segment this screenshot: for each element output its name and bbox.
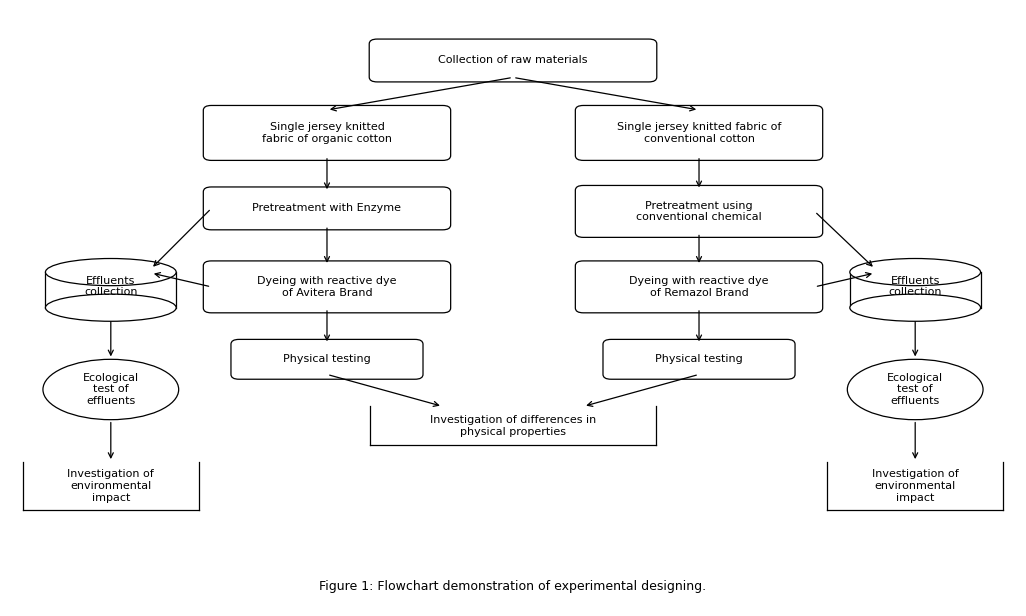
FancyBboxPatch shape: [203, 187, 450, 230]
Text: Ecological
test of
effluents: Ecological test of effluents: [83, 373, 139, 406]
Text: Collection of raw materials: Collection of raw materials: [438, 55, 588, 65]
FancyBboxPatch shape: [576, 105, 823, 160]
Text: Investigation of
environmental
impact: Investigation of environmental impact: [872, 469, 958, 503]
Ellipse shape: [45, 259, 176, 286]
Ellipse shape: [850, 259, 981, 286]
Text: Figure 1: Flowchart demonstration of experimental designing.: Figure 1: Flowchart demonstration of exp…: [319, 580, 707, 593]
FancyBboxPatch shape: [231, 339, 423, 379]
Text: Single jersey knitted
fabric of organic cotton: Single jersey knitted fabric of organic …: [262, 122, 392, 144]
FancyBboxPatch shape: [576, 261, 823, 313]
Text: Investigation of
environmental
impact: Investigation of environmental impact: [68, 469, 154, 503]
Text: Pretreatment using
conventional chemical: Pretreatment using conventional chemical: [636, 201, 762, 222]
Ellipse shape: [850, 294, 981, 322]
FancyBboxPatch shape: [369, 39, 657, 82]
Text: Physical testing: Physical testing: [656, 354, 743, 364]
Text: Single jersey knitted fabric of
conventional cotton: Single jersey knitted fabric of conventi…: [617, 122, 781, 144]
Bar: [850, 272, 981, 308]
FancyBboxPatch shape: [603, 339, 795, 379]
FancyBboxPatch shape: [576, 185, 823, 237]
Ellipse shape: [43, 359, 179, 419]
Text: Physical testing: Physical testing: [283, 354, 370, 364]
FancyBboxPatch shape: [203, 105, 450, 160]
Text: Investigation of differences in
physical properties: Investigation of differences in physical…: [430, 415, 596, 437]
Ellipse shape: [847, 359, 983, 419]
FancyBboxPatch shape: [203, 261, 450, 313]
Text: Dyeing with reactive dye
of Remazol Brand: Dyeing with reactive dye of Remazol Bran…: [629, 276, 768, 298]
Text: Pretreatment with Enzyme: Pretreatment with Enzyme: [252, 203, 401, 213]
Text: Effluents
collection: Effluents collection: [889, 276, 942, 298]
Ellipse shape: [45, 294, 176, 322]
Text: Dyeing with reactive dye
of Avitera Brand: Dyeing with reactive dye of Avitera Bran…: [258, 276, 397, 298]
Text: Ecological
test of
effluents: Ecological test of effluents: [887, 373, 943, 406]
Text: Effluents
collection: Effluents collection: [84, 276, 137, 298]
Bar: [45, 272, 176, 308]
